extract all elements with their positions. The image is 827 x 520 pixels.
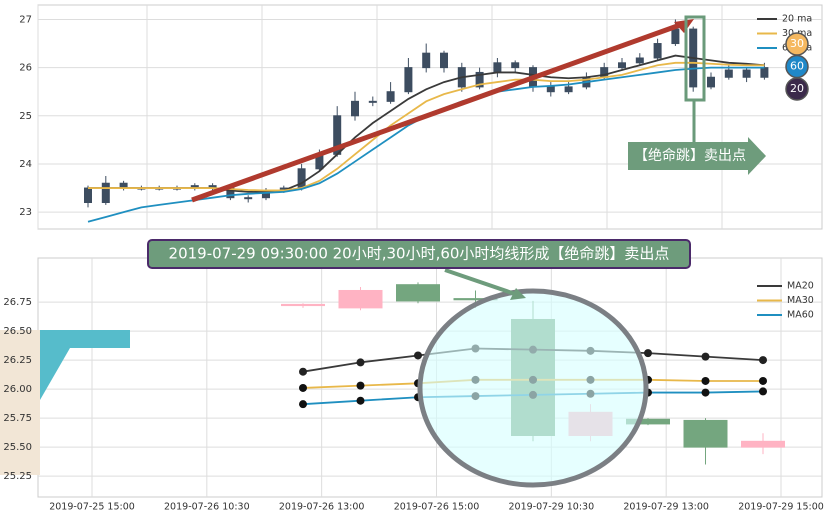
ma-marker	[759, 356, 767, 365]
ma-marker	[701, 376, 710, 385]
candle-body	[351, 100, 359, 117]
candle-body	[742, 69, 751, 78]
y-tick-label: 26.00	[3, 384, 32, 395]
banner-arrow-head	[510, 288, 526, 300]
candle-body	[493, 62, 502, 73]
badge-label: 20	[790, 82, 804, 95]
ma-marker	[356, 396, 365, 405]
x-tick-label: 2019-07-26 15:00	[394, 502, 480, 513]
x-tick-label: 2019-07-29 13:00	[623, 502, 709, 513]
ma-marker	[644, 349, 652, 358]
candle-body	[368, 100, 377, 103]
candle-body	[386, 91, 395, 102]
badge-label: 60	[790, 60, 804, 73]
y-tick-label: 26.75	[3, 297, 32, 308]
ma-marker	[356, 358, 365, 367]
candle-body	[404, 67, 413, 93]
candle-body	[511, 62, 520, 69]
legend-label: MA30	[787, 295, 814, 306]
x-tick-label: 2019-07-26 13:00	[279, 502, 365, 513]
ma-marker	[299, 383, 307, 392]
deco-block	[40, 330, 130, 400]
y-tick-label: 26.50	[3, 326, 32, 337]
candle-body	[671, 28, 680, 45]
ma-marker	[701, 388, 710, 397]
candle-body	[546, 86, 555, 93]
candle-body	[741, 440, 785, 448]
y-tick-label: 25.75	[3, 413, 32, 424]
candle-body	[338, 289, 383, 309]
y-tick-label: 25.50	[3, 442, 32, 453]
candle-body	[440, 52, 448, 69]
ma-marker	[701, 352, 710, 361]
banner-arrow	[444, 268, 519, 297]
candle-body	[422, 52, 431, 69]
y-tick-label: 27	[19, 14, 32, 25]
callout-shape	[628, 137, 766, 175]
candle-body	[84, 187, 92, 204]
y-tick-label: 25	[19, 111, 32, 122]
x-tick-label: 2019-07-29 15:00	[738, 502, 824, 513]
legend-label: MA20	[787, 281, 814, 292]
trend-arrow	[191, 22, 681, 203]
y-tick-label: 24	[19, 159, 32, 170]
x-tick-label: 2019-07-25 15:00	[49, 502, 135, 513]
ma-marker	[299, 367, 307, 376]
annotation: 2019-07-29 09:30:00 20小时,30小时,60小时均线形成【绝…	[169, 245, 670, 263]
ma-marker	[759, 387, 767, 396]
candle-body	[707, 76, 715, 88]
annotation: 【绝命跳】卖出点	[634, 147, 746, 164]
candle-body	[475, 71, 484, 88]
candle-body	[244, 197, 253, 200]
y-tick-label: 26	[19, 63, 32, 74]
y-tick-label: 23	[19, 207, 32, 218]
focus-ellipse	[417, 288, 649, 488]
badge	[785, 77, 809, 101]
ma-marker	[299, 400, 307, 409]
candle-body	[281, 303, 325, 307]
trend-arrow-head	[674, 19, 694, 33]
y-tick-label: 26.25	[3, 355, 32, 366]
ma-marker	[414, 351, 422, 360]
legend-label: 20 ma	[782, 14, 812, 25]
candle-body	[724, 69, 733, 78]
x-tick-label: 2019-07-29 10:30	[509, 502, 595, 513]
deco-block	[0, 330, 40, 475]
candle-body	[564, 86, 573, 93]
x-tick-label: 2019-07-26 10:30	[164, 502, 250, 513]
decorations	[0, 15, 766, 488]
candle-body	[683, 419, 728, 448]
candle-body	[101, 182, 110, 204]
candle-body	[653, 43, 662, 59]
badge-label: 30	[790, 37, 804, 50]
y-tick-label: 25.25	[3, 471, 32, 482]
candle-body	[760, 67, 769, 78]
candle-body	[618, 62, 626, 69]
candle-body	[635, 57, 644, 64]
ma-marker	[759, 376, 767, 385]
candle-body	[396, 284, 440, 302]
ma-marker	[356, 381, 365, 390]
legend-label: MA60	[787, 310, 814, 321]
ma-line	[88, 61, 765, 192]
banner	[147, 239, 691, 269]
